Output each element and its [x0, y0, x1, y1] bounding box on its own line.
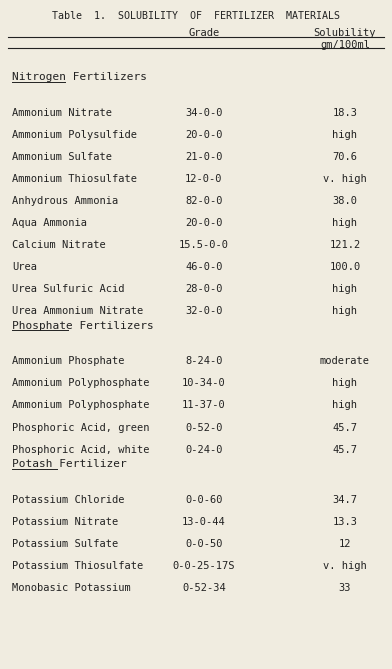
Text: 12-0-0: 12-0-0 [185, 174, 223, 184]
Text: high: high [332, 130, 358, 140]
Text: Potash Fertilizer: Potash Fertilizer [12, 460, 127, 470]
Text: moderate: moderate [320, 357, 370, 367]
Text: Ammonium Phosphate: Ammonium Phosphate [12, 357, 124, 367]
Text: 70.6: 70.6 [332, 152, 358, 162]
Text: 20-0-0: 20-0-0 [185, 218, 223, 228]
Text: 32-0-0: 32-0-0 [185, 306, 223, 316]
Text: 45.7: 45.7 [332, 445, 358, 455]
Text: Aqua Ammonia: Aqua Ammonia [12, 218, 87, 228]
Text: 34.7: 34.7 [332, 494, 358, 504]
Text: Ammonium Nitrate: Ammonium Nitrate [12, 108, 112, 118]
Text: high: high [332, 401, 358, 411]
Text: 45.7: 45.7 [332, 423, 358, 433]
Text: 11-37-0: 11-37-0 [182, 401, 226, 411]
Text: high: high [332, 284, 358, 294]
Text: 82-0-0: 82-0-0 [185, 196, 223, 206]
Text: v. high: v. high [323, 174, 367, 184]
Text: 0-0-50: 0-0-50 [185, 539, 223, 549]
Text: 13-0-44: 13-0-44 [182, 516, 226, 527]
Text: 33: 33 [339, 583, 351, 593]
Text: 46-0-0: 46-0-0 [185, 262, 223, 272]
Text: Solubility
gm/100ml: Solubility gm/100ml [314, 28, 376, 50]
Text: 0-52-0: 0-52-0 [185, 423, 223, 433]
Text: Potassium Thiosulfate: Potassium Thiosulfate [12, 561, 143, 571]
Text: 10-34-0: 10-34-0 [182, 379, 226, 389]
Text: 0-52-34: 0-52-34 [182, 583, 226, 593]
Text: Calcium Nitrate: Calcium Nitrate [12, 240, 105, 250]
Text: Ammonium Sulfate: Ammonium Sulfate [12, 152, 112, 162]
Text: 0-0-60: 0-0-60 [185, 494, 223, 504]
Text: Ammonium Polyphosphate: Ammonium Polyphosphate [12, 379, 149, 389]
Text: high: high [332, 379, 358, 389]
Text: 0-24-0: 0-24-0 [185, 445, 223, 455]
Text: 121.2: 121.2 [329, 240, 361, 250]
Text: 12: 12 [339, 539, 351, 549]
Text: Potassium Chloride: Potassium Chloride [12, 494, 124, 504]
Text: 20-0-0: 20-0-0 [185, 130, 223, 140]
Text: 100.0: 100.0 [329, 262, 361, 272]
Text: Nitrogen Fertilizers: Nitrogen Fertilizers [12, 72, 147, 82]
Text: Ammonium Polyphosphate: Ammonium Polyphosphate [12, 401, 149, 411]
Text: Ammonium Thiosulfate: Ammonium Thiosulfate [12, 174, 137, 184]
Text: 28-0-0: 28-0-0 [185, 284, 223, 294]
Text: 13.3: 13.3 [332, 516, 358, 527]
Text: 0-0-25-17S: 0-0-25-17S [172, 561, 235, 571]
Text: 38.0: 38.0 [332, 196, 358, 206]
Text: 21-0-0: 21-0-0 [185, 152, 223, 162]
Text: high: high [332, 218, 358, 228]
Text: Potassium Sulfate: Potassium Sulfate [12, 539, 118, 549]
Text: Urea Sulfuric Acid: Urea Sulfuric Acid [12, 284, 124, 294]
Text: 34-0-0: 34-0-0 [185, 108, 223, 118]
Text: v. high: v. high [323, 561, 367, 571]
Text: Anhydrous Ammonia: Anhydrous Ammonia [12, 196, 118, 206]
Text: 15.5-0-0: 15.5-0-0 [179, 240, 229, 250]
Text: Urea Ammonium Nitrate: Urea Ammonium Nitrate [12, 306, 143, 316]
Text: Urea: Urea [12, 262, 37, 272]
Text: high: high [332, 306, 358, 316]
Text: Grade: Grade [188, 28, 220, 38]
Text: Table  1.  SOLUBILITY  OF  FERTILIZER  MATERIALS: Table 1. SOLUBILITY OF FERTILIZER MATERI… [52, 11, 340, 21]
Text: Phosphoric Acid, white: Phosphoric Acid, white [12, 445, 149, 455]
Text: 8-24-0: 8-24-0 [185, 357, 223, 367]
Text: Phosphate Fertilizers: Phosphate Fertilizers [12, 321, 154, 331]
Text: Monobasic Potassium: Monobasic Potassium [12, 583, 131, 593]
Text: Phosphoric Acid, green: Phosphoric Acid, green [12, 423, 149, 433]
Text: Ammonium Polysulfide: Ammonium Polysulfide [12, 130, 137, 140]
Text: Potassium Nitrate: Potassium Nitrate [12, 516, 118, 527]
Text: 18.3: 18.3 [332, 108, 358, 118]
